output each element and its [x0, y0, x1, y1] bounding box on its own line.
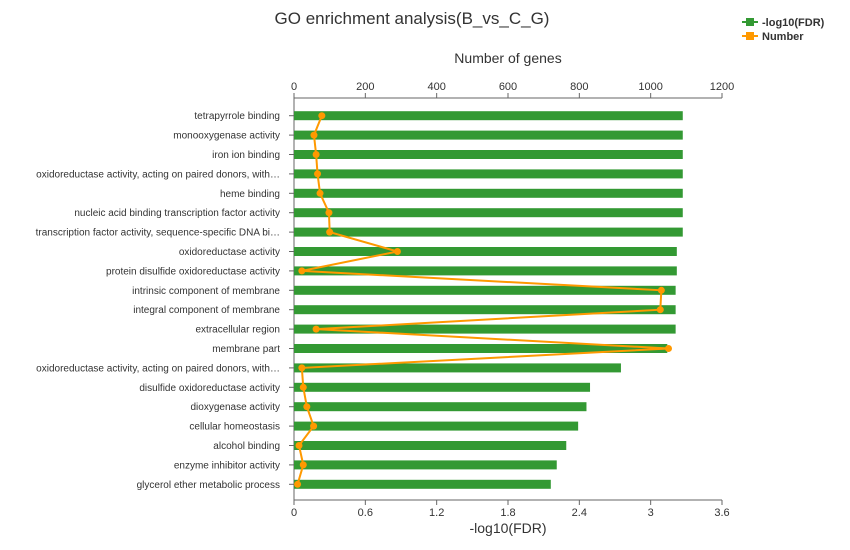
point-number[interactable] [299, 461, 307, 469]
top-axis-title: Number of genes [454, 50, 561, 66]
bottom-axis-tick-label: 1.8 [500, 507, 515, 519]
point-number[interactable] [314, 170, 322, 178]
top-axis-tick-label: 1200 [710, 81, 734, 93]
bar-fdr[interactable] [294, 169, 683, 179]
bottom-axis-tick-label: 0 [291, 507, 297, 519]
bottom-axis-tick-label: 2.4 [572, 507, 587, 519]
top-axis-tick-label: 600 [499, 81, 517, 93]
point-number[interactable] [318, 112, 326, 120]
bar-fdr[interactable] [294, 266, 677, 276]
bar-fdr[interactable] [294, 479, 551, 489]
category-label: oxidoreductase activity, acting on paire… [36, 169, 280, 180]
category-label: glycerol ether metabolic process [137, 480, 280, 491]
plot-area: 0 200 400 600 800 1000 1200 0 0.6 1.2 1.8 2.4 3 3.6 te… [36, 81, 735, 519]
legend: -log10(FDR) Number [742, 17, 825, 43]
point-number[interactable] [298, 267, 306, 275]
point-number[interactable] [295, 442, 303, 449]
point-number[interactable] [299, 383, 307, 391]
category-label: extracellular region [196, 325, 281, 336]
bar-fdr[interactable] [294, 150, 683, 159]
legend-label-number: Number [762, 31, 804, 43]
category-label: disulfide oxidoreductase activity [139, 383, 280, 394]
point-number[interactable] [310, 422, 318, 430]
category-label: alcohol binding [213, 441, 280, 452]
bar-fdr[interactable] [294, 324, 676, 334]
bar-fdr[interactable] [294, 344, 668, 353]
category-label: cellular homeostasis [189, 422, 280, 433]
bar-fdr[interactable] [294, 382, 591, 392]
point-number[interactable] [294, 480, 302, 488]
top-axis-tick-label: 0 [291, 81, 297, 93]
category-label: dioxygenase activity [191, 402, 281, 413]
bar-fdr[interactable] [294, 247, 677, 256]
category-label: protein disulfide oxidoreductase activit… [106, 266, 280, 277]
bottom-axis-tick-label: 3 [648, 507, 654, 519]
bar-fdr[interactable] [294, 363, 621, 373]
category-label: monooxygenase activity [173, 131, 280, 142]
category-label: nucleic acid binding transcription facto… [74, 208, 280, 219]
category-label: oxidoreductase activity [179, 247, 280, 258]
legend-label-fdr: -log10(FDR) [762, 17, 825, 29]
bar-fdr[interactable] [294, 305, 676, 315]
legend-item-number[interactable]: Number [742, 31, 804, 43]
legend-swatch-marker [746, 18, 754, 26]
bar-fdr[interactable] [294, 285, 676, 295]
chart-title: GO enrichment analysis(B_vs_C_G) [275, 9, 550, 28]
category-label: intrinsic component of membrane [132, 286, 280, 297]
point-number[interactable] [656, 306, 664, 314]
point-number[interactable] [298, 364, 306, 372]
bar-fdr[interactable] [294, 130, 683, 140]
point-number[interactable] [312, 151, 320, 158]
legend-swatch-marker [746, 32, 754, 40]
point-number[interactable] [303, 403, 311, 411]
point-number[interactable] [657, 286, 665, 294]
top-axis-tick-label: 200 [356, 81, 374, 93]
bar-fdr[interactable] [294, 111, 683, 121]
category-label: oxidoreductase activity, acting on paire… [36, 363, 280, 374]
category-label: membrane part [212, 344, 280, 355]
category-label: transcription factor activity, sequence-… [36, 228, 280, 239]
top-axis-tick-label: 1000 [638, 81, 662, 93]
bar-fdr[interactable] [294, 402, 587, 412]
point-number[interactable] [310, 131, 318, 139]
bottom-axis-tick-label: 1.2 [429, 507, 444, 519]
bar-fdr[interactable] [294, 421, 579, 431]
top-axis-tick-label: 400 [427, 81, 445, 93]
point-number[interactable] [393, 248, 401, 255]
point-number[interactable] [326, 228, 334, 236]
point-number[interactable] [316, 189, 324, 197]
bar-fdr[interactable] [294, 208, 683, 218]
point-number[interactable] [665, 345, 672, 352]
category-label: iron ion binding [212, 150, 280, 161]
category-label: integral component of membrane [133, 305, 280, 316]
bar-fdr[interactable] [294, 227, 683, 237]
bottom-axis-tick-label: 3.6 [714, 507, 729, 519]
bar-fdr[interactable] [294, 460, 557, 470]
top-axis-tick-label: 800 [570, 81, 588, 93]
bottom-axis-title: -log10(FDR) [469, 520, 546, 536]
legend-item-fdr[interactable]: -log10(FDR) [742, 17, 825, 29]
category-label: enzyme inhibitor activity [174, 460, 280, 471]
point-number[interactable] [312, 325, 320, 333]
point-number[interactable] [325, 209, 333, 217]
category-label: heme binding [220, 189, 280, 200]
bar-fdr[interactable] [294, 188, 683, 198]
bottom-axis-tick-label: 0.6 [358, 507, 373, 519]
bar-fdr[interactable] [294, 441, 567, 450]
category-label: tetrapyrrole binding [194, 111, 280, 122]
